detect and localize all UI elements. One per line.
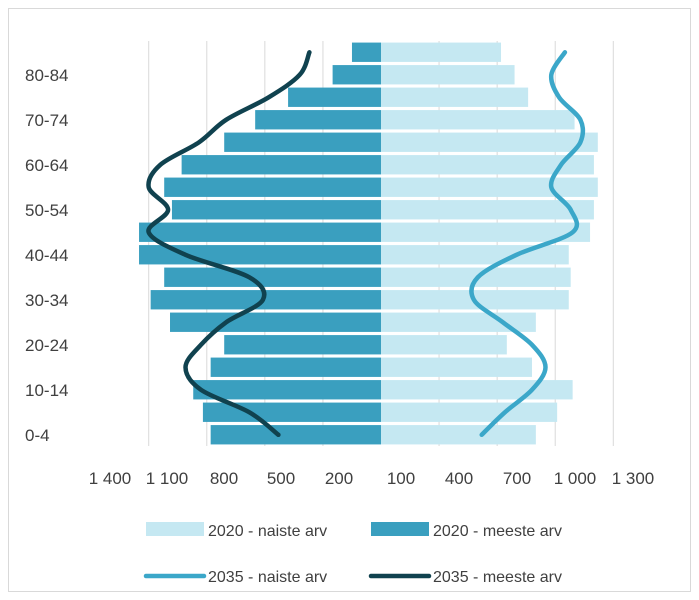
bar-male-2020-70-74	[255, 110, 381, 130]
bar-female-2020-70-74	[381, 110, 575, 130]
bar-male-2020-0-4	[210, 425, 381, 445]
x-axis-tick-labels: 1 400 1 100 800 500 200 100 400 700 1 000 1 300	[89, 469, 655, 488]
y-axis-tick-labels: 0-4 10-14 20-24 30-34 40-44 50-54 60-64 70-74 80…	[25, 66, 68, 445]
bar-male-2020-85+	[351, 42, 381, 62]
bar-layer	[139, 42, 598, 445]
bar-female-2020-65-69	[381, 132, 598, 152]
bar-male-2020-5-9	[202, 402, 381, 422]
legend: 2020 - naiste arv 2020 - meeste arv 2035 -…	[143, 522, 562, 586]
bar-female-2020-45-49	[381, 222, 591, 242]
bar-male-2020-25-29	[170, 312, 381, 332]
legend-label: 2035 - meeste arv	[433, 569, 562, 586]
y-tick-label: 80-84	[25, 66, 68, 85]
legend-swatch	[371, 522, 429, 536]
y-tick-label: 40-44	[25, 246, 68, 265]
grid-layer	[148, 41, 614, 446]
bar-male-2020-65-69	[224, 132, 381, 152]
bar-female-2020-20-24	[381, 335, 507, 355]
x-tick-label: 1 100	[146, 469, 189, 488]
bar-female-2020-0-4	[381, 425, 536, 445]
bar-male-2020-55-59	[164, 177, 381, 197]
bar-male-2020-30-34	[150, 290, 381, 310]
y-tick-label: 0-4	[25, 426, 50, 445]
bar-male-2020-50-54	[171, 200, 381, 220]
bar-male-2020-80-84	[332, 65, 381, 85]
bar-female-2020-10-14	[381, 380, 573, 400]
y-tick-label: 20-24	[25, 336, 68, 355]
y-tick-label: 60-64	[25, 156, 68, 175]
bar-female-2020-75-79	[381, 87, 529, 107]
y-tick-label: 50-54	[25, 201, 68, 220]
x-tick-label: 1 000	[554, 469, 597, 488]
bar-male-2020-10-14	[193, 380, 381, 400]
line-layer	[146, 50, 586, 438]
x-tick-label: 1 300	[612, 469, 655, 488]
bar-male-2020-45-49	[139, 222, 381, 242]
line-male-2035	[146, 50, 312, 438]
bar-male-2020-75-79	[288, 87, 381, 107]
population-pyramid-chart: 0-4 10-14 20-24 30-34 40-44 50-54 60-64 70-74 80…	[25, 41, 655, 586]
bar-female-2020-5-9	[381, 402, 558, 422]
bar-female-2020-80-84	[381, 65, 515, 85]
x-tick-label: 500	[267, 469, 295, 488]
y-tick-label: 30-34	[25, 291, 68, 310]
x-tick-label: 800	[210, 469, 238, 488]
bar-male-2020-15-19	[210, 357, 381, 377]
x-tick-label: 700	[503, 469, 531, 488]
y-tick-label: 70-74	[25, 111, 68, 130]
x-tick-label: 1 400	[89, 469, 132, 488]
bar-male-2020-35-39	[164, 267, 381, 287]
x-tick-label: 100	[387, 469, 415, 488]
bar-male-2020-20-24	[224, 335, 381, 355]
bar-female-2020-85+	[381, 42, 502, 62]
y-tick-label: 10-14	[25, 381, 68, 400]
legend-label: 2020 - naiste arv	[208, 523, 327, 540]
chart-frame: 0-4 10-14 20-24 30-34 40-44 50-54 60-64 70-74 80…	[8, 8, 691, 592]
bar-female-2020-15-19	[381, 357, 532, 377]
line-female-2035	[469, 50, 586, 438]
bar-female-2020-40-44	[381, 245, 569, 265]
bar-female-2020-60-64	[381, 155, 594, 175]
bar-female-2020-50-54	[381, 200, 594, 220]
x-tick-label: 200	[325, 469, 353, 488]
legend-label: 2020 - meeste arv	[433, 523, 562, 540]
bar-male-2020-60-64	[181, 155, 381, 175]
legend-label: 2035 - naiste arv	[208, 569, 327, 586]
x-tick-label: 400	[445, 469, 473, 488]
legend-swatch	[146, 522, 204, 536]
bar-female-2020-55-59	[381, 177, 598, 197]
